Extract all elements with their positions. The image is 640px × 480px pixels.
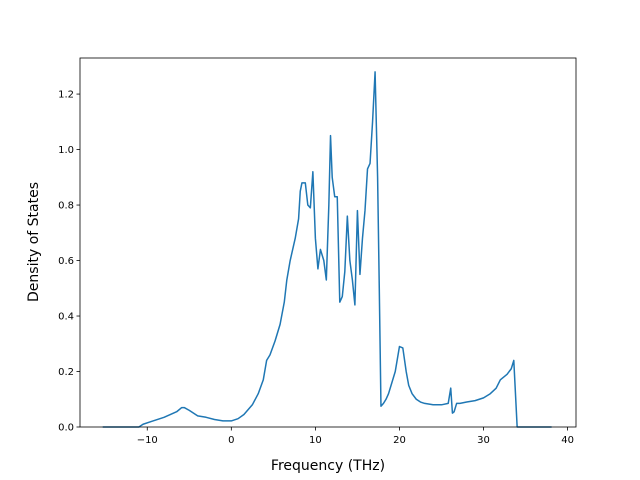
x-tick-label: 10 <box>309 435 322 446</box>
plot-area: −10 0 10 20 30 40 0.0 0.2 0.4 0.6 0.8 1.0 1.2 <box>58 57 577 446</box>
axes-frame <box>79 57 577 428</box>
x-axis-label: Frequency (THz) <box>271 458 385 474</box>
y-tick-label: 1.0 <box>58 145 74 156</box>
x-tick-label: −10 <box>137 435 158 446</box>
x-tick-label: 0 <box>228 435 234 446</box>
y-tick-label: 0.2 <box>58 367 74 378</box>
x-tick-label: 40 <box>561 435 574 446</box>
x-tick-label: 20 <box>393 435 406 446</box>
y-tick-label: 0.6 <box>58 256 74 267</box>
y-tick-label: 0.8 <box>58 201 74 212</box>
dos-line <box>102 71 552 428</box>
y-tick-label: 0.0 <box>58 423 74 434</box>
y-axis-label: Density of States <box>26 182 42 302</box>
x-tick-label: 30 <box>477 435 490 446</box>
y-tick-label: 0.4 <box>58 312 74 323</box>
y-tick-label: 1.2 <box>58 90 74 101</box>
